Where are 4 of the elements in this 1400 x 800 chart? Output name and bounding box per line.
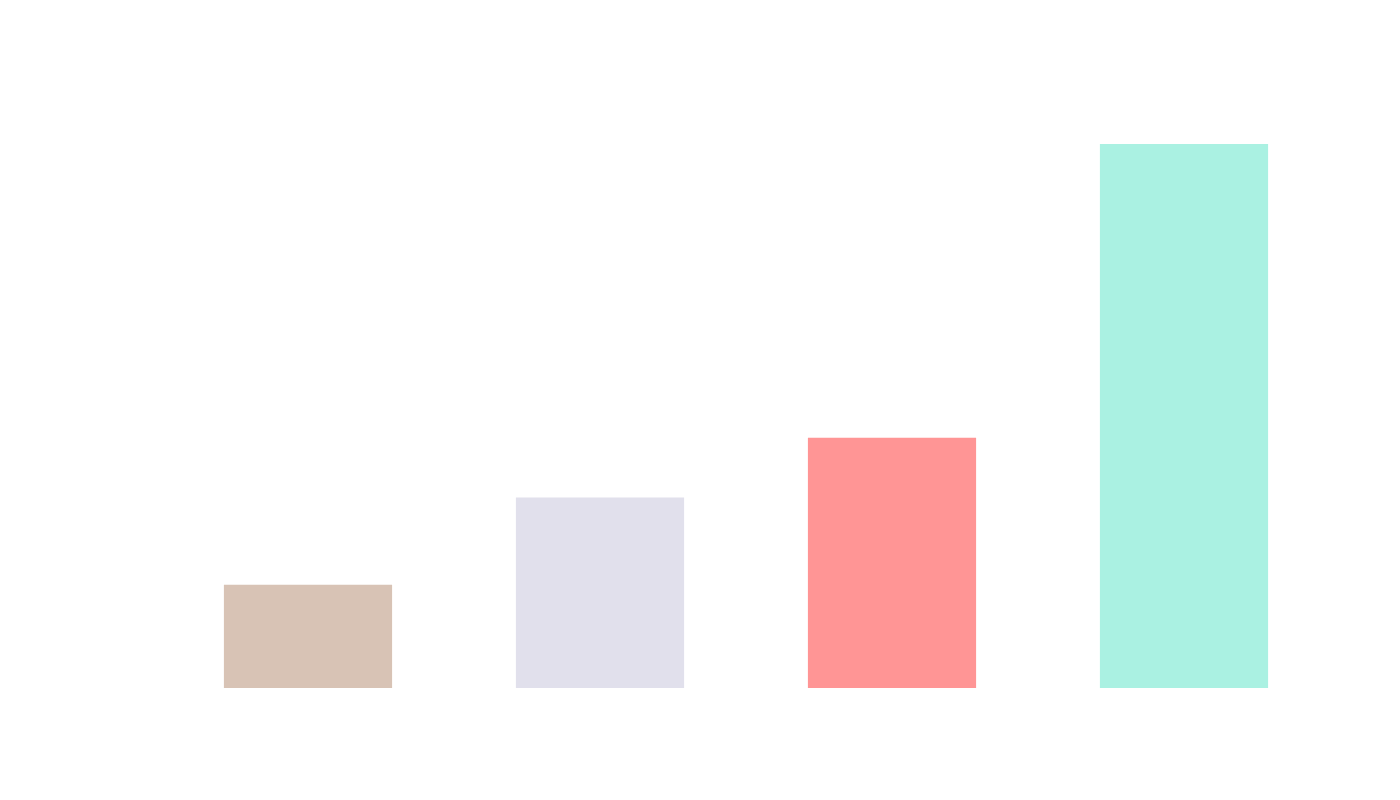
bar (515, 497, 685, 688)
bar (223, 584, 393, 688)
bar (807, 437, 977, 688)
bar (1099, 144, 1269, 688)
